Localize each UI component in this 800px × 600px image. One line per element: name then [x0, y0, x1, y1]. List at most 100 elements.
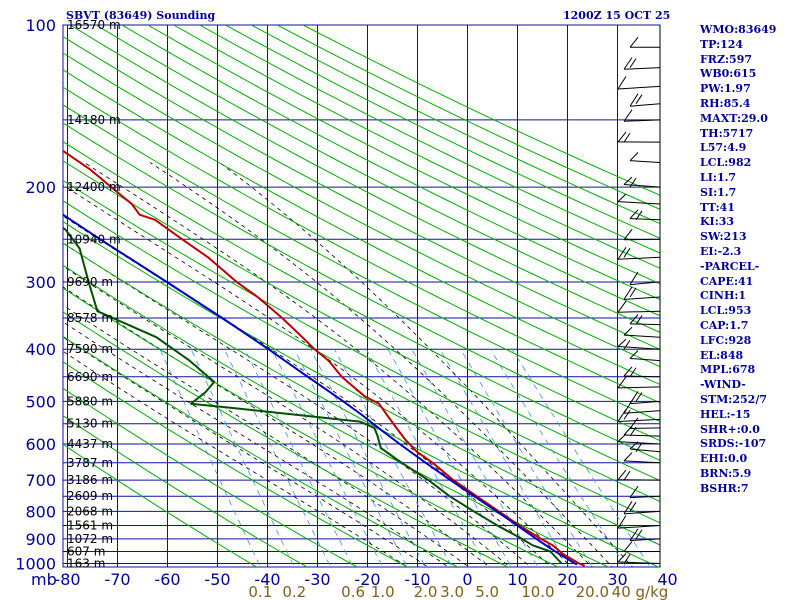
mixing-ratio-line: [439, 348, 570, 567]
wind-barb: [629, 281, 661, 286]
index-line: EHI:0.0: [700, 452, 748, 466]
wind-barb-flag: [617, 376, 627, 389]
index-line: KI:33: [700, 215, 735, 229]
mixing-ratio-label: 0.2: [282, 583, 306, 600]
dry-adiabat: [63, 200, 660, 524]
height-labels: 16570 m 14180 m 12400 m 10940 m 9690 m 8578 m…: [67, 18, 121, 571]
wind-barb: [623, 119, 661, 122]
pressure-unit-label: mb: [31, 570, 57, 589]
wind-barb: [623, 67, 661, 70]
temperature-tick-label: -70: [104, 570, 130, 589]
pressure-tick-label: 300: [25, 273, 56, 292]
index-line: BSHR:7: [700, 481, 749, 495]
wind-barb-flag: [623, 228, 633, 241]
moist-adiabat: [84, 162, 593, 567]
mixing-ratio-line: [411, 349, 539, 567]
wind-barb: [623, 510, 661, 515]
dry-adiabat: [63, 141, 660, 461]
dry-adiabat: [95, 25, 660, 317]
dry-adiabat: [173, 25, 660, 269]
wind-barb-flag: [629, 350, 639, 359]
temperature-tick-label: 0: [462, 570, 472, 589]
wind-barb-flag: [623, 554, 631, 564]
wind-barb-flag: [623, 248, 631, 258]
height-label: 5130 m: [67, 417, 113, 431]
dry-adiabat: [199, 25, 660, 254]
index-line: WMO:83649: [700, 23, 777, 36]
index-line: STM:252/7: [700, 392, 767, 406]
wind-barb-flag: [635, 210, 643, 221]
height-label: 2068 m: [67, 504, 113, 518]
wind-barb-flag: [629, 177, 637, 188]
index-line: LCL:953: [700, 304, 752, 318]
wind-barb: [629, 400, 661, 405]
index-line: SW:213: [700, 230, 747, 244]
index-line: TT:41: [700, 200, 735, 214]
sounding-time: 1200Z 15 OCT 25: [563, 9, 671, 22]
wind-barb-flag: [623, 132, 631, 143]
wind-barb: [617, 85, 661, 90]
mixing-ratio-label: 10.0: [521, 583, 554, 600]
wind-barb: [629, 427, 661, 429]
index-line: -PARCEL-: [700, 259, 760, 273]
dry-adiabat: [63, 52, 660, 368]
wind-barb: [623, 460, 661, 464]
dry-adiabat: [63, 221, 660, 546]
pressure-labels: 100 200 300 400 500 600 700 800 900 1000: [15, 16, 56, 574]
temperature-tick-label: 30: [607, 570, 627, 589]
wind-barb: [617, 310, 661, 313]
wind-barb-flag: [617, 469, 627, 481]
wind-barb: [617, 525, 661, 529]
index-line: WB0:615: [700, 67, 757, 81]
wind-barb-flag: [617, 193, 627, 202]
wind-barb-flag: [623, 57, 633, 70]
wind-barb-flag: [629, 287, 637, 298]
index-line: HEL:-15: [700, 407, 751, 421]
wind-barb-flag: [617, 338, 627, 347]
temperature-tick-label: 10: [507, 570, 527, 589]
temperature-tick-label: -30: [304, 570, 330, 589]
wind-barb-flag: [629, 441, 639, 450]
wind-barb-flag: [617, 553, 627, 563]
wind-barb-flag: [623, 339, 631, 350]
mixing-ratio-line: [159, 349, 261, 567]
wind-barb: [629, 495, 661, 499]
wind-barb-flag: [617, 409, 627, 422]
wind-barb-flag: [629, 271, 639, 285]
wind-barb: [623, 334, 661, 338]
temperature-tick-label: -20: [354, 570, 380, 589]
moist-adiabat: [63, 265, 511, 567]
mixing-ratio-line: [365, 349, 488, 567]
index-line: L57:4.9: [700, 141, 747, 155]
mixing-ratio-line: [293, 349, 408, 567]
mixing-ratio-label: 2.0: [414, 583, 438, 600]
moist-adiabat: [63, 336, 429, 567]
mixing-ratio-label: 1.0: [371, 583, 395, 600]
index-line: MAXT:29.0: [700, 111, 768, 125]
index-line: SRDS:-107: [700, 437, 767, 451]
height-label: 2609 m: [67, 489, 113, 503]
height-label: 9690 m: [67, 275, 113, 289]
wind-barb: [629, 160, 661, 163]
sounding-profiles: [63, 149, 586, 567]
mixing-ratio-line: [460, 348, 593, 567]
mixing-ratio-line: [190, 349, 295, 567]
dry-adiabat: [63, 287, 560, 567]
mixing-ratio-lines: [159, 348, 651, 567]
sounding-title: SBVT (83649) Sounding: [66, 9, 216, 22]
height-label: 4437 m: [67, 437, 113, 451]
index-line: CAPE:41: [700, 274, 754, 288]
temperature-tick-label: -10: [404, 570, 430, 589]
parcel-profile: [63, 213, 578, 566]
height-label: 12400 m: [67, 180, 121, 194]
wind-barb-flag: [623, 176, 633, 185]
temperature-tick-label: -80: [54, 570, 80, 589]
mixing-ratio-line: [271, 349, 384, 567]
indices-panel: WMO:83649 TP:124 FRZ:597 WB0:615 PW:1.97…: [700, 23, 800, 497]
wind-barb-flag: [623, 410, 631, 420]
dry-adiabat: [63, 122, 660, 442]
mixing-ratio-label: 5.0: [475, 583, 499, 600]
plot-frame: [62, 24, 661, 568]
height-label: 163 m: [67, 557, 105, 571]
